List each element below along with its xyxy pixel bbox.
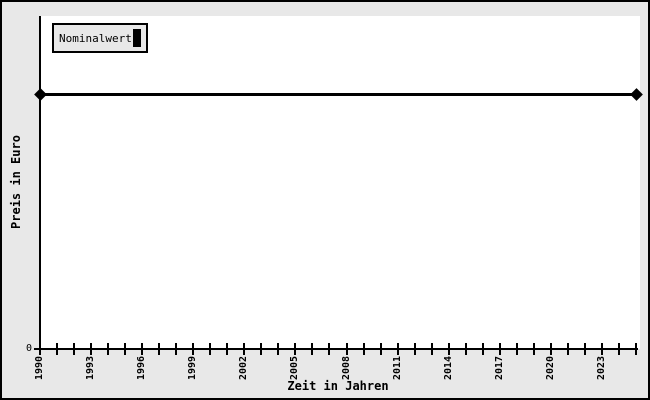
x-tick xyxy=(362,343,365,355)
x-tick xyxy=(617,343,620,355)
x-tick xyxy=(243,343,246,355)
x-tick xyxy=(498,343,501,355)
x-tick xyxy=(481,343,484,355)
legend-label: Nominalwert xyxy=(59,31,132,45)
x-tick xyxy=(311,343,314,355)
x-tick xyxy=(379,343,382,355)
plot-area xyxy=(40,16,640,349)
x-tick xyxy=(260,343,263,355)
x-tick xyxy=(277,343,280,355)
x-tick xyxy=(158,343,161,355)
x-tick xyxy=(345,343,348,355)
x-tick xyxy=(549,343,552,355)
legend-line-marker-icon xyxy=(133,29,141,47)
x-tick xyxy=(413,343,416,355)
series-line xyxy=(40,92,638,96)
y-axis-line xyxy=(39,16,41,355)
x-axis-line xyxy=(39,348,638,350)
x-tick xyxy=(73,343,76,355)
x-tick xyxy=(90,343,93,355)
x-tick xyxy=(226,343,229,355)
x-tick xyxy=(430,343,433,355)
x-tick xyxy=(566,343,569,355)
x-tick xyxy=(396,343,399,355)
y-tick-zero-mark xyxy=(34,348,44,350)
x-tick xyxy=(447,343,450,355)
x-axis-title: Zeit in Jahren xyxy=(287,379,389,393)
x-tick xyxy=(294,343,297,355)
legend-box: Nominalwert xyxy=(52,23,148,53)
x-tick xyxy=(583,343,586,355)
x-tick xyxy=(532,343,535,355)
x-tick xyxy=(141,343,144,355)
x-tick xyxy=(56,343,59,355)
x-tick xyxy=(515,343,518,355)
x-tick xyxy=(635,343,637,355)
x-tick xyxy=(328,343,331,355)
y-axis-title: Preis in Euro xyxy=(9,135,23,229)
x-tick xyxy=(124,343,127,355)
y-tick-zero-label: 0 xyxy=(25,343,32,354)
x-tick xyxy=(175,343,178,355)
x-tick xyxy=(192,343,195,355)
x-tick xyxy=(107,343,110,355)
x-tick xyxy=(464,343,467,355)
x-tick xyxy=(600,343,603,355)
x-tick xyxy=(209,343,212,355)
